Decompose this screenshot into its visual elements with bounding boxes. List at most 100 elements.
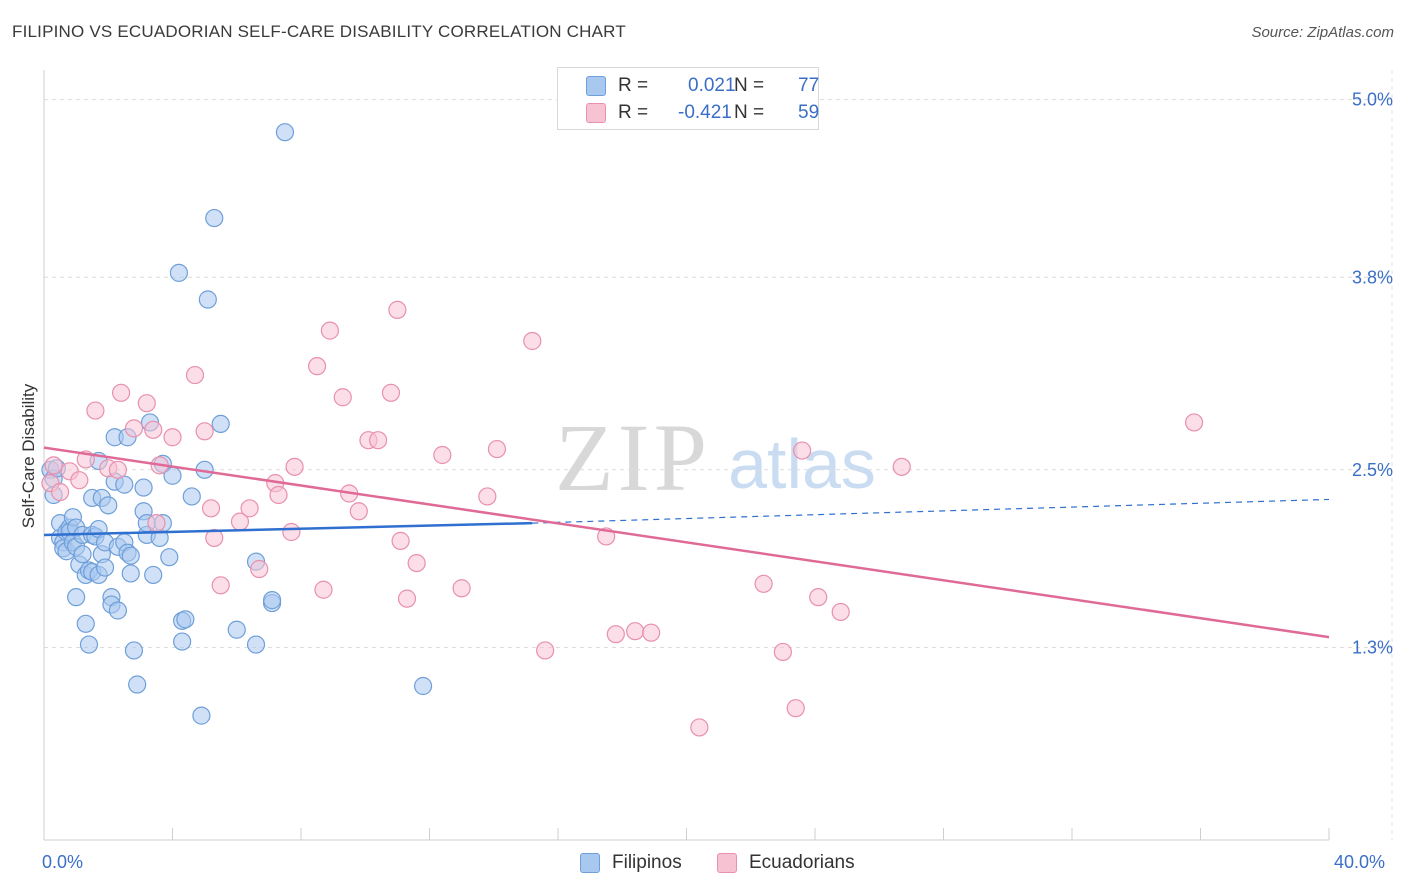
point-ecuadorians	[285, 457, 304, 476]
point-ecuadorians	[391, 531, 410, 550]
point-filipinos	[173, 632, 192, 651]
point-ecuadorians	[642, 623, 661, 642]
legend-n-label: N =	[734, 102, 765, 123]
y-tick-label: 5.0%	[1352, 90, 1393, 110]
source-label: Source: ZipAtlas.com	[1251, 24, 1394, 41]
legend-r-label: R =	[618, 102, 649, 123]
point-ecuadorians	[211, 576, 230, 595]
legend-n-value: 77	[798, 75, 820, 96]
point-ecuadorians	[606, 625, 625, 644]
point-filipinos	[128, 675, 147, 694]
point-filipinos	[134, 478, 153, 497]
legend-r-value: 0.021	[688, 75, 736, 96]
point-ecuadorians	[831, 602, 850, 622]
point-filipinos	[144, 565, 163, 585]
point-ecuadorians	[144, 420, 163, 439]
point-filipinos	[176, 610, 195, 629]
point-ecuadorians	[478, 487, 497, 506]
point-filipinos	[67, 588, 86, 607]
point-filipinos	[121, 564, 140, 583]
point-ecuadorians	[690, 718, 709, 737]
legend-swatch-filipinos	[580, 853, 600, 873]
point-filipinos	[76, 614, 95, 633]
point-ecuadorians	[137, 394, 156, 413]
point-ecuadorians	[108, 460, 127, 479]
point-ecuadorians	[44, 456, 63, 475]
point-ecuadorians	[433, 445, 452, 465]
point-filipinos	[246, 635, 266, 654]
legend-r-label: R =	[618, 75, 649, 96]
watermark: ZIP atlas	[555, 404, 876, 511]
point-filipinos	[169, 263, 189, 282]
legend-swatch-filipinos	[586, 76, 606, 96]
trend-line-ecuadorians	[43, 446, 1330, 639]
point-ecuadorians	[147, 514, 166, 533]
point-ecuadorians	[314, 580, 333, 599]
point-ecuadorians	[487, 439, 507, 459]
watermark-zip: ZIP	[555, 404, 711, 511]
point-ecuadorians	[111, 383, 131, 402]
point-ecuadorians	[201, 499, 221, 518]
point-ecuadorians	[793, 441, 812, 460]
point-ecuadorians	[407, 553, 426, 573]
x-axis-min-label: 0.0%	[42, 852, 84, 872]
point-ecuadorians	[70, 471, 89, 490]
point-filipinos	[182, 487, 201, 506]
trend-lines	[43, 446, 1330, 639]
point-filipinos	[227, 620, 246, 639]
point-ecuadorians	[754, 574, 773, 593]
point-ecuadorians	[320, 321, 340, 340]
trend-line-filipinos	[43, 521, 533, 537]
y-tick-label: 3.8%	[1352, 267, 1393, 287]
y-tick-label: 2.5%	[1352, 460, 1393, 480]
point-filipinos	[79, 635, 99, 654]
point-filipinos	[99, 496, 118, 515]
point-filipinos	[205, 208, 224, 228]
point-ecuadorians	[536, 641, 555, 660]
point-ecuadorians	[269, 485, 288, 505]
point-ecuadorians	[452, 579, 471, 598]
legend-n-value: 59	[798, 102, 820, 123]
point-filipinos	[198, 290, 217, 309]
point-ecuadorians	[282, 522, 301, 542]
stats-legend: R = 0.021 N = 77 R = -0.421 N = 59	[557, 67, 819, 130]
point-filipinos	[124, 641, 144, 660]
point-ecuadorians	[124, 419, 144, 438]
point-ecuadorians	[86, 401, 105, 420]
x-axis-max-label: 40.0%	[1334, 852, 1386, 872]
point-ecuadorians	[307, 357, 327, 376]
data-points	[41, 123, 1204, 737]
point-ecuadorians	[397, 589, 417, 608]
point-ecuadorians	[250, 559, 269, 579]
point-ecuadorians	[333, 388, 352, 407]
point-ecuadorians	[369, 431, 388, 450]
point-filipinos	[73, 545, 92, 564]
point-filipinos	[192, 706, 211, 725]
legend-label-filipinos: Filipinos	[612, 852, 682, 873]
legend-swatch-ecuadorians	[586, 103, 606, 123]
point-ecuadorians	[381, 383, 401, 402]
point-filipinos	[413, 676, 433, 696]
point-ecuadorians	[625, 622, 645, 641]
point-ecuadorians	[809, 588, 828, 607]
point-filipinos	[121, 546, 140, 565]
point-ecuadorians	[163, 428, 182, 447]
point-filipinos	[160, 548, 179, 567]
point-ecuadorians	[388, 300, 407, 319]
point-filipinos	[262, 591, 282, 610]
legend-label-ecuadorians: Ecuadorians	[749, 852, 855, 873]
point-filipinos	[108, 601, 127, 620]
point-ecuadorians	[240, 499, 259, 518]
series-legend: Filipinos Ecuadorians	[0, 852, 1406, 876]
legend-swatch-ecuadorians	[717, 853, 737, 873]
legend-r-value: -0.421	[678, 102, 732, 123]
grid	[44, 70, 1393, 840]
point-ecuadorians	[349, 502, 368, 521]
chart-title: FILIPINO VS ECUADORIAN SELF-CARE DISABIL…	[12, 22, 626, 41]
point-ecuadorians	[185, 365, 205, 385]
point-ecuadorians	[786, 699, 805, 718]
watermark-atlas: atlas	[728, 425, 876, 503]
point-filipinos	[211, 414, 230, 434]
trend-extension-filipinos	[532, 498, 1330, 524]
